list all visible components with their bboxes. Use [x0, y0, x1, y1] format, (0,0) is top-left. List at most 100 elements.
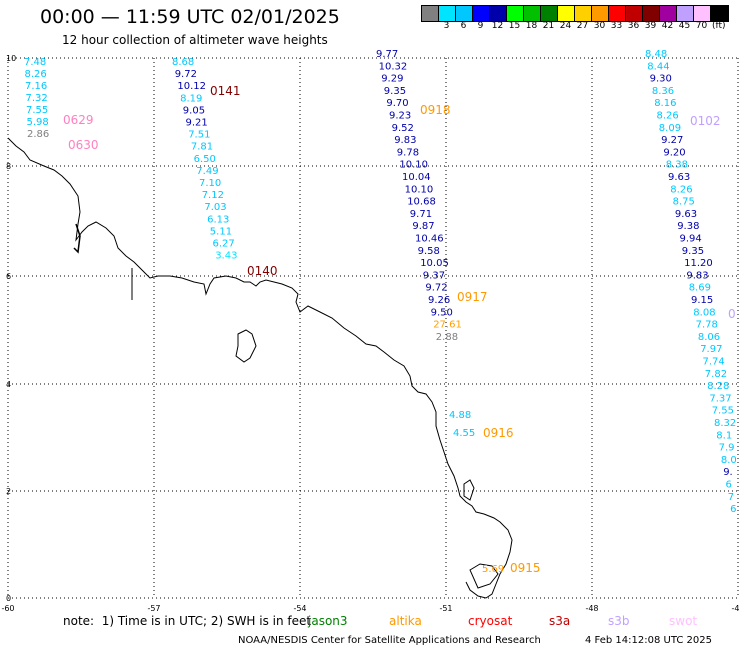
- wave-height-value: 9.37: [423, 270, 445, 281]
- generated-timestamp: 4 Feb 14:12:08 UTC 2025: [585, 635, 712, 646]
- legend-tick-label: 6: [460, 21, 467, 31]
- pass-time-label: 0: [728, 307, 736, 321]
- pass-time-label: 0140: [247, 264, 278, 278]
- lat-tick-label: 8: [6, 162, 11, 171]
- wave-height-value: 8.36: [652, 86, 674, 97]
- legend-tick-label: 70: [695, 21, 708, 31]
- legend-swatch: [575, 6, 592, 21]
- legend-tick-label: 33: [610, 21, 623, 31]
- lon-tick-label: -48: [585, 604, 598, 613]
- wave-height-value: 8.19: [180, 93, 202, 104]
- legend-swatch: [626, 6, 643, 21]
- map-subtitle: 12 hour collection of altimeter wave hei…: [62, 33, 328, 47]
- wave-height-value: 6.13: [207, 214, 229, 225]
- wave-height-value: 6: [730, 504, 736, 515]
- legend-tick-label: 21: [542, 21, 555, 31]
- estuary-path: [73, 223, 81, 254]
- wave-height-value: 7.51: [188, 130, 210, 141]
- wave-height-value: 10.32: [379, 61, 408, 72]
- wave-height-value: 9.71: [410, 209, 432, 220]
- wave-height-value: 9.05: [183, 105, 205, 116]
- wave-height-value: 9.58: [418, 246, 440, 257]
- wave-height-value: 9.15: [691, 295, 713, 306]
- wave-height-value: 9.63: [675, 209, 697, 220]
- lat-tick-label: 4: [6, 380, 11, 389]
- wave-height-value: 8.1: [716, 430, 732, 441]
- lat-tick-label: 2: [6, 487, 11, 496]
- wave-height-value: 9.78: [397, 147, 419, 158]
- wave-height-value: 7.97: [700, 344, 722, 355]
- legend-tick-label: 9: [477, 21, 484, 31]
- wave-height-value: 8.16: [654, 98, 676, 109]
- wave-height-value: 7.10: [199, 178, 221, 189]
- color-scale-unit: (ft): [712, 21, 726, 31]
- wave-height-value: 8.75: [673, 197, 695, 208]
- track-t5: 5.69 0915: [482, 561, 541, 575]
- legend-swatch: [643, 6, 660, 21]
- wave-height-value: 7.81: [191, 142, 213, 153]
- wave-height-value: 7.82: [705, 369, 727, 380]
- lat-tick-label: 6: [6, 272, 11, 281]
- wave-height-value: 9.70: [386, 98, 408, 109]
- legend-tick-label: 27: [576, 21, 589, 31]
- wave-height-value: 9.87: [412, 221, 434, 232]
- wave-height-value: 8.26: [25, 69, 47, 80]
- wave-height-value: 9.52: [392, 123, 414, 134]
- lat-lon-grid: [7, 57, 739, 599]
- wave-height-value: 9.38: [677, 221, 699, 232]
- wave-height-value: 27.61: [433, 320, 462, 331]
- wave-height-value: 10.10: [405, 184, 434, 195]
- wave-height-value: 11.20: [684, 258, 713, 269]
- wave-height-value: 9.35: [384, 86, 406, 97]
- legend-swatch: [524, 6, 541, 21]
- wave-height-value: 9.30: [650, 74, 672, 85]
- wave-height-value: 9.27: [661, 135, 683, 146]
- satellite-name-cryosat: cryosat: [468, 614, 513, 628]
- wave-height-value: 8.09: [659, 123, 681, 134]
- satellite-name-swot: swot: [669, 614, 698, 628]
- wave-height-value: 7.55: [26, 105, 48, 116]
- pass-time-label: 0629: [63, 113, 94, 127]
- legend-swatch: [456, 6, 473, 21]
- legend-swatch: [422, 6, 439, 21]
- wave-height-value: 8.32: [714, 418, 736, 429]
- satellite-name-jason3: jason3: [308, 614, 348, 628]
- pass-time-label: 0918: [420, 103, 451, 117]
- pass-time-label: 0917: [457, 290, 488, 304]
- wave-height-value: 5.11: [210, 226, 232, 237]
- lon-tick-label: -60: [1, 604, 14, 613]
- wave-height-value: 9.29: [381, 74, 403, 85]
- legend-swatch: [609, 6, 626, 21]
- legend-tick-label: 39: [644, 21, 657, 31]
- coastline: [7, 137, 513, 599]
- footer-note: note: 1) Time is in UTC; 2) SWH is in fe…: [63, 614, 312, 628]
- wave-height-value: 8.69: [689, 283, 711, 294]
- wave-height-value: 9.94: [680, 234, 702, 245]
- legend-swatch: [694, 6, 711, 21]
- track-t1: 7.488.267.167.327.555.982.86 0629 0630: [24, 57, 99, 152]
- wave-height-value: 9.63: [668, 172, 690, 183]
- wave-height-value: 8.08: [693, 307, 715, 318]
- wave-height-value: 9.26: [428, 295, 450, 306]
- wave-height-value: 2.86: [27, 129, 49, 140]
- lon-tick-label: -57: [147, 604, 160, 613]
- wave-height-value: 8.48: [645, 49, 667, 60]
- wave-height-value: 8.0: [721, 455, 737, 466]
- map-title: 00:00 — 11:59 UTC 02/01/2025: [40, 6, 340, 28]
- lon-tick-label: -51: [439, 604, 452, 613]
- pass-time-label: 0916: [483, 426, 514, 440]
- wave-height-value: 9.83: [394, 135, 416, 146]
- credit-line: NOAA/NESDIS Center for Satellite Applica…: [238, 635, 541, 646]
- lat-tick-label: 0: [6, 594, 11, 603]
- wave-height-value: 4.55: [453, 428, 475, 439]
- wave-height-value: 9.50: [431, 307, 453, 318]
- track-t4: 4.88 4.55 0916: [449, 410, 514, 440]
- legend-swatch: [541, 6, 558, 21]
- legend-swatch: [592, 6, 609, 21]
- legend-tick-label: 18: [525, 21, 538, 31]
- wave-height-value: 4.88: [449, 410, 471, 421]
- axis-labels: -60 -57 -54 -51 -48 -45 10 8 6 4 2 0: [1, 54, 740, 613]
- delta-island-path: [469, 563, 499, 589]
- wave-height-value: 7.78: [696, 320, 718, 331]
- legend-tick-label: 3: [443, 21, 450, 31]
